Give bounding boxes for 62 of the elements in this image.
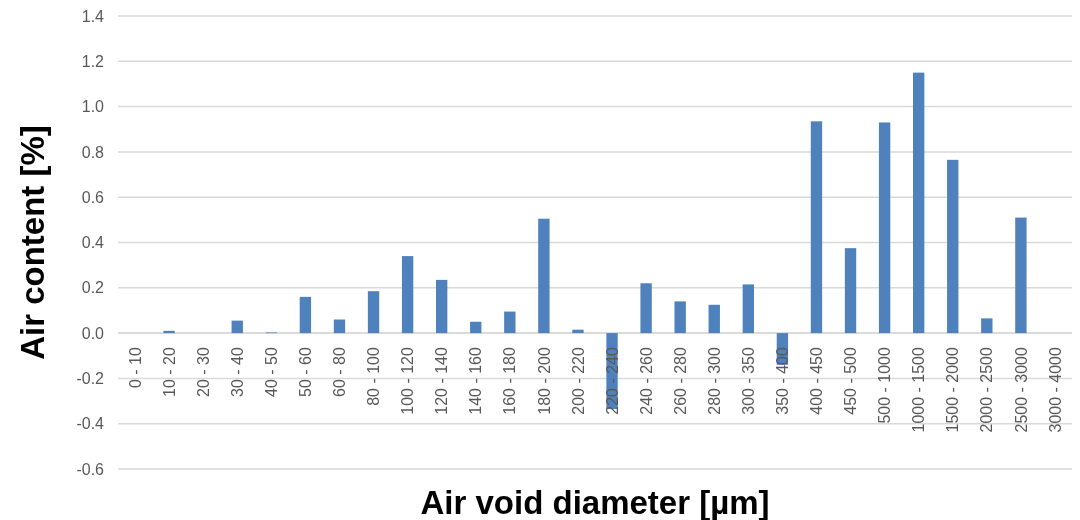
x-tick-label: 80 - 100 xyxy=(365,347,383,406)
y-tick-label: 1.2 xyxy=(81,52,105,70)
x-tick-label: 10 - 20 xyxy=(160,347,178,397)
y-tick-label: 1.0 xyxy=(81,98,105,116)
x-tick-label: 280 - 300 xyxy=(705,347,723,415)
bar xyxy=(470,321,482,334)
bar xyxy=(538,218,550,334)
bar xyxy=(640,283,652,334)
x-tick-label: 20 - 30 xyxy=(194,347,212,397)
y-axis-title: Air content [%] xyxy=(14,125,51,360)
x-tick-label: 300 - 350 xyxy=(739,347,757,415)
x-tick-label: 50 - 60 xyxy=(296,347,314,397)
bar xyxy=(163,330,175,334)
y-tick-label: -0.4 xyxy=(76,415,105,433)
x-tick-label: 200 - 220 xyxy=(569,347,587,415)
bar xyxy=(504,311,516,334)
x-tick-label: 2500 - 3000 xyxy=(1012,347,1030,433)
x-tick-label: 400 - 450 xyxy=(808,347,826,415)
bar xyxy=(742,284,754,334)
x-tick-label: 240 - 260 xyxy=(637,347,655,415)
bar xyxy=(572,329,584,334)
bar xyxy=(436,279,448,334)
y-tick-label: 1.4 xyxy=(81,7,105,25)
bar xyxy=(674,301,686,334)
x-tick-label: 180 - 200 xyxy=(535,347,553,415)
x-tick-label: 3000 - 4000 xyxy=(1046,347,1064,433)
x-tick-label: 100 - 120 xyxy=(399,347,417,415)
x-tick-label: 60 - 80 xyxy=(331,347,349,397)
x-tick-label: 450 - 500 xyxy=(842,347,860,415)
bar xyxy=(1015,217,1027,334)
x-tick-label: 160 - 180 xyxy=(501,347,519,415)
y-tick-label: 0.0 xyxy=(81,324,105,342)
x-tick-label: 1000 - 1500 xyxy=(910,347,928,433)
bar xyxy=(231,320,243,334)
x-tick-label: 140 - 160 xyxy=(467,347,485,415)
bar xyxy=(844,248,857,334)
bar xyxy=(981,318,993,334)
x-tick-label: 350 - 400 xyxy=(773,347,791,415)
x-tick-label: 120 - 140 xyxy=(433,347,451,415)
x-tick-label: 30 - 40 xyxy=(228,347,246,397)
y-tick-label: -0.6 xyxy=(76,460,105,478)
x-tick-label: 40 - 50 xyxy=(262,347,280,397)
y-tick-label: 0.2 xyxy=(81,279,105,297)
bar xyxy=(401,256,414,334)
y-tick-label: 0.8 xyxy=(81,143,105,161)
x-tick-label: 2000 - 2500 xyxy=(978,347,996,433)
bar xyxy=(878,122,891,334)
bar xyxy=(810,121,823,334)
x-tick-label: 0 - 10 xyxy=(126,347,144,389)
y-tick-label: 0.4 xyxy=(81,234,105,252)
x-tick-label: 500 - 1000 xyxy=(876,347,894,424)
bar xyxy=(333,319,346,334)
x-tick-label: 260 - 280 xyxy=(671,347,689,415)
bar xyxy=(299,296,312,334)
y-tick-label: 0.6 xyxy=(81,188,105,206)
bar xyxy=(708,304,720,334)
x-tick-label: 220 - 240 xyxy=(603,347,621,415)
bar xyxy=(947,159,959,334)
bar xyxy=(367,291,380,334)
y-tick-label: -0.2 xyxy=(76,370,105,387)
bar xyxy=(913,72,925,334)
x-tick-label: 1500 - 2000 xyxy=(944,347,962,433)
